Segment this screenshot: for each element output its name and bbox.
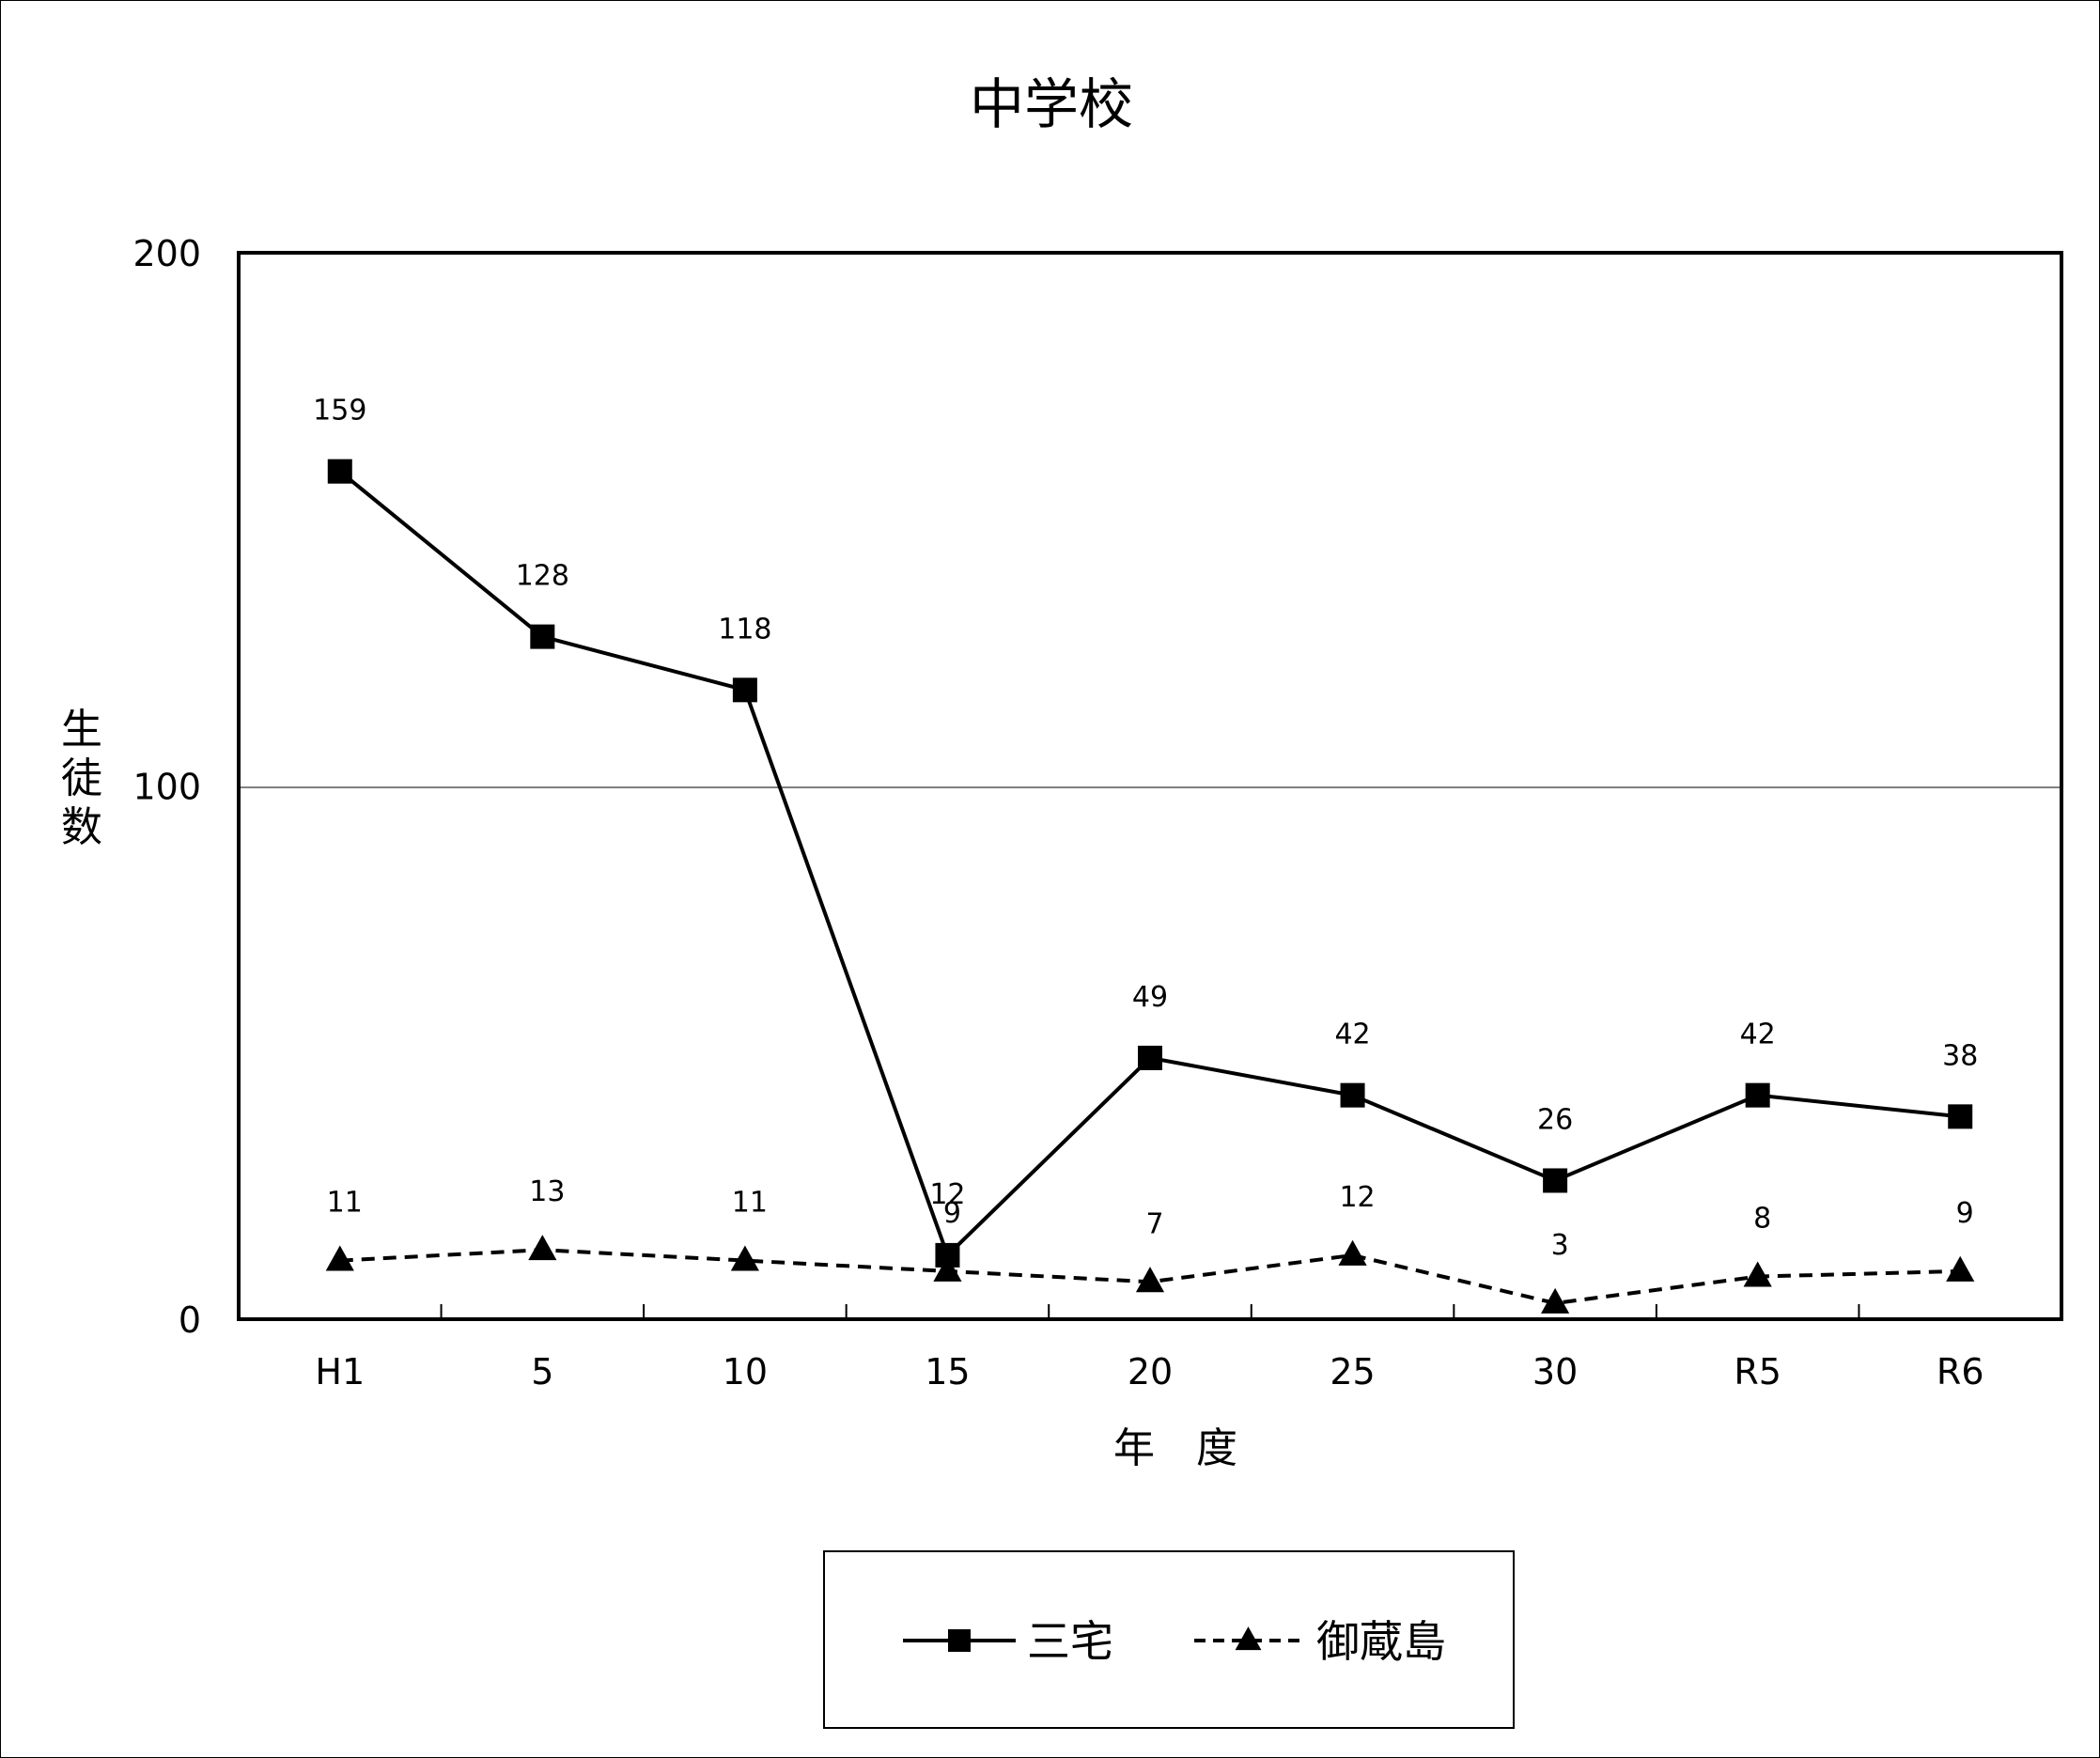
series-line-miyake [338,470,1961,1259]
x-tick-label: R5 [1734,1351,1781,1392]
data-label: 42 [1334,1019,1370,1051]
y-axis-title: 生徒数 [61,706,102,851]
data-label: 12 [1339,1181,1375,1214]
square-marker [948,1629,971,1652]
y-tick-label: 200 [132,233,201,274]
legend-box [823,1550,1515,1729]
triangle-marker [1946,1255,1975,1282]
y-tick-labels: 0 100 200 [132,233,201,1341]
x-tick-label: 5 [531,1351,553,1392]
data-label: 118 [718,613,771,646]
data-label: 11 [327,1187,363,1220]
legend-label: 三宅 [1027,1616,1113,1667]
chart-title: 中学校 [970,72,1133,136]
square-marker [1340,1082,1365,1108]
data-label: 7 [1145,1207,1163,1240]
square-marker [1138,1045,1162,1070]
x-tick-label: 25 [1330,1351,1375,1392]
data-label: 128 [516,560,569,593]
data-label: 38 [1942,1039,1978,1072]
triangle-marker [1541,1287,1570,1314]
triangle-marker [528,1235,557,1261]
data-label: 9 [1956,1197,1974,1230]
square-marker [1745,1082,1770,1108]
square-marker [1543,1168,1568,1193]
legend-label: 御蔵島 [1316,1616,1446,1667]
y-axis-title-char: 生 [61,706,102,754]
data-label: 13 [529,1175,565,1208]
x-tick-label: 15 [925,1351,970,1392]
x-tick-marks [440,1304,1860,1319]
data-label: 42 [1740,1019,1776,1051]
triangle-marker [730,1245,759,1271]
square-marker [327,459,352,484]
triangle-marker [325,1245,354,1271]
y-tick-label: 0 [179,1299,201,1341]
data-label: 8 [1753,1203,1771,1236]
square-marker [530,624,555,649]
legend: 三宅 御蔵島 [903,1616,1446,1667]
triangle-marker [1743,1261,1772,1287]
data-label: 12 [929,1178,965,1211]
triangle-marker [1338,1239,1367,1266]
x-tick-labels: H1 5 10 15 20 25 30 R5 R6 [315,1351,1983,1392]
triangle-marker [1235,1626,1262,1651]
square-marker [1948,1104,1973,1129]
data-label: 9 [943,1197,961,1230]
data-label: 26 [1537,1103,1573,1136]
y-axis-title-char: 徒 [61,755,102,802]
triangle-marker [933,1255,962,1282]
square-marker [732,677,757,703]
data-label: 11 [732,1187,768,1220]
x-axis-title: 年 度 [1113,1424,1237,1472]
x-tick-label: H1 [315,1351,365,1392]
data-label: 49 [1132,981,1168,1014]
x-tick-label: 30 [1532,1351,1578,1392]
plot-area-frame [237,251,2063,1321]
y-tick-label: 100 [132,767,201,808]
data-label: 159 [313,395,366,428]
x-tick-label: R6 [1937,1351,1984,1392]
x-tick-label: 20 [1128,1351,1173,1392]
series-layer [325,459,1975,1314]
triangle-marker [1135,1267,1165,1293]
y-axis-title-char: 数 [61,803,102,851]
data-label: 3 [1551,1229,1569,1262]
x-tick-label: 10 [723,1351,768,1392]
